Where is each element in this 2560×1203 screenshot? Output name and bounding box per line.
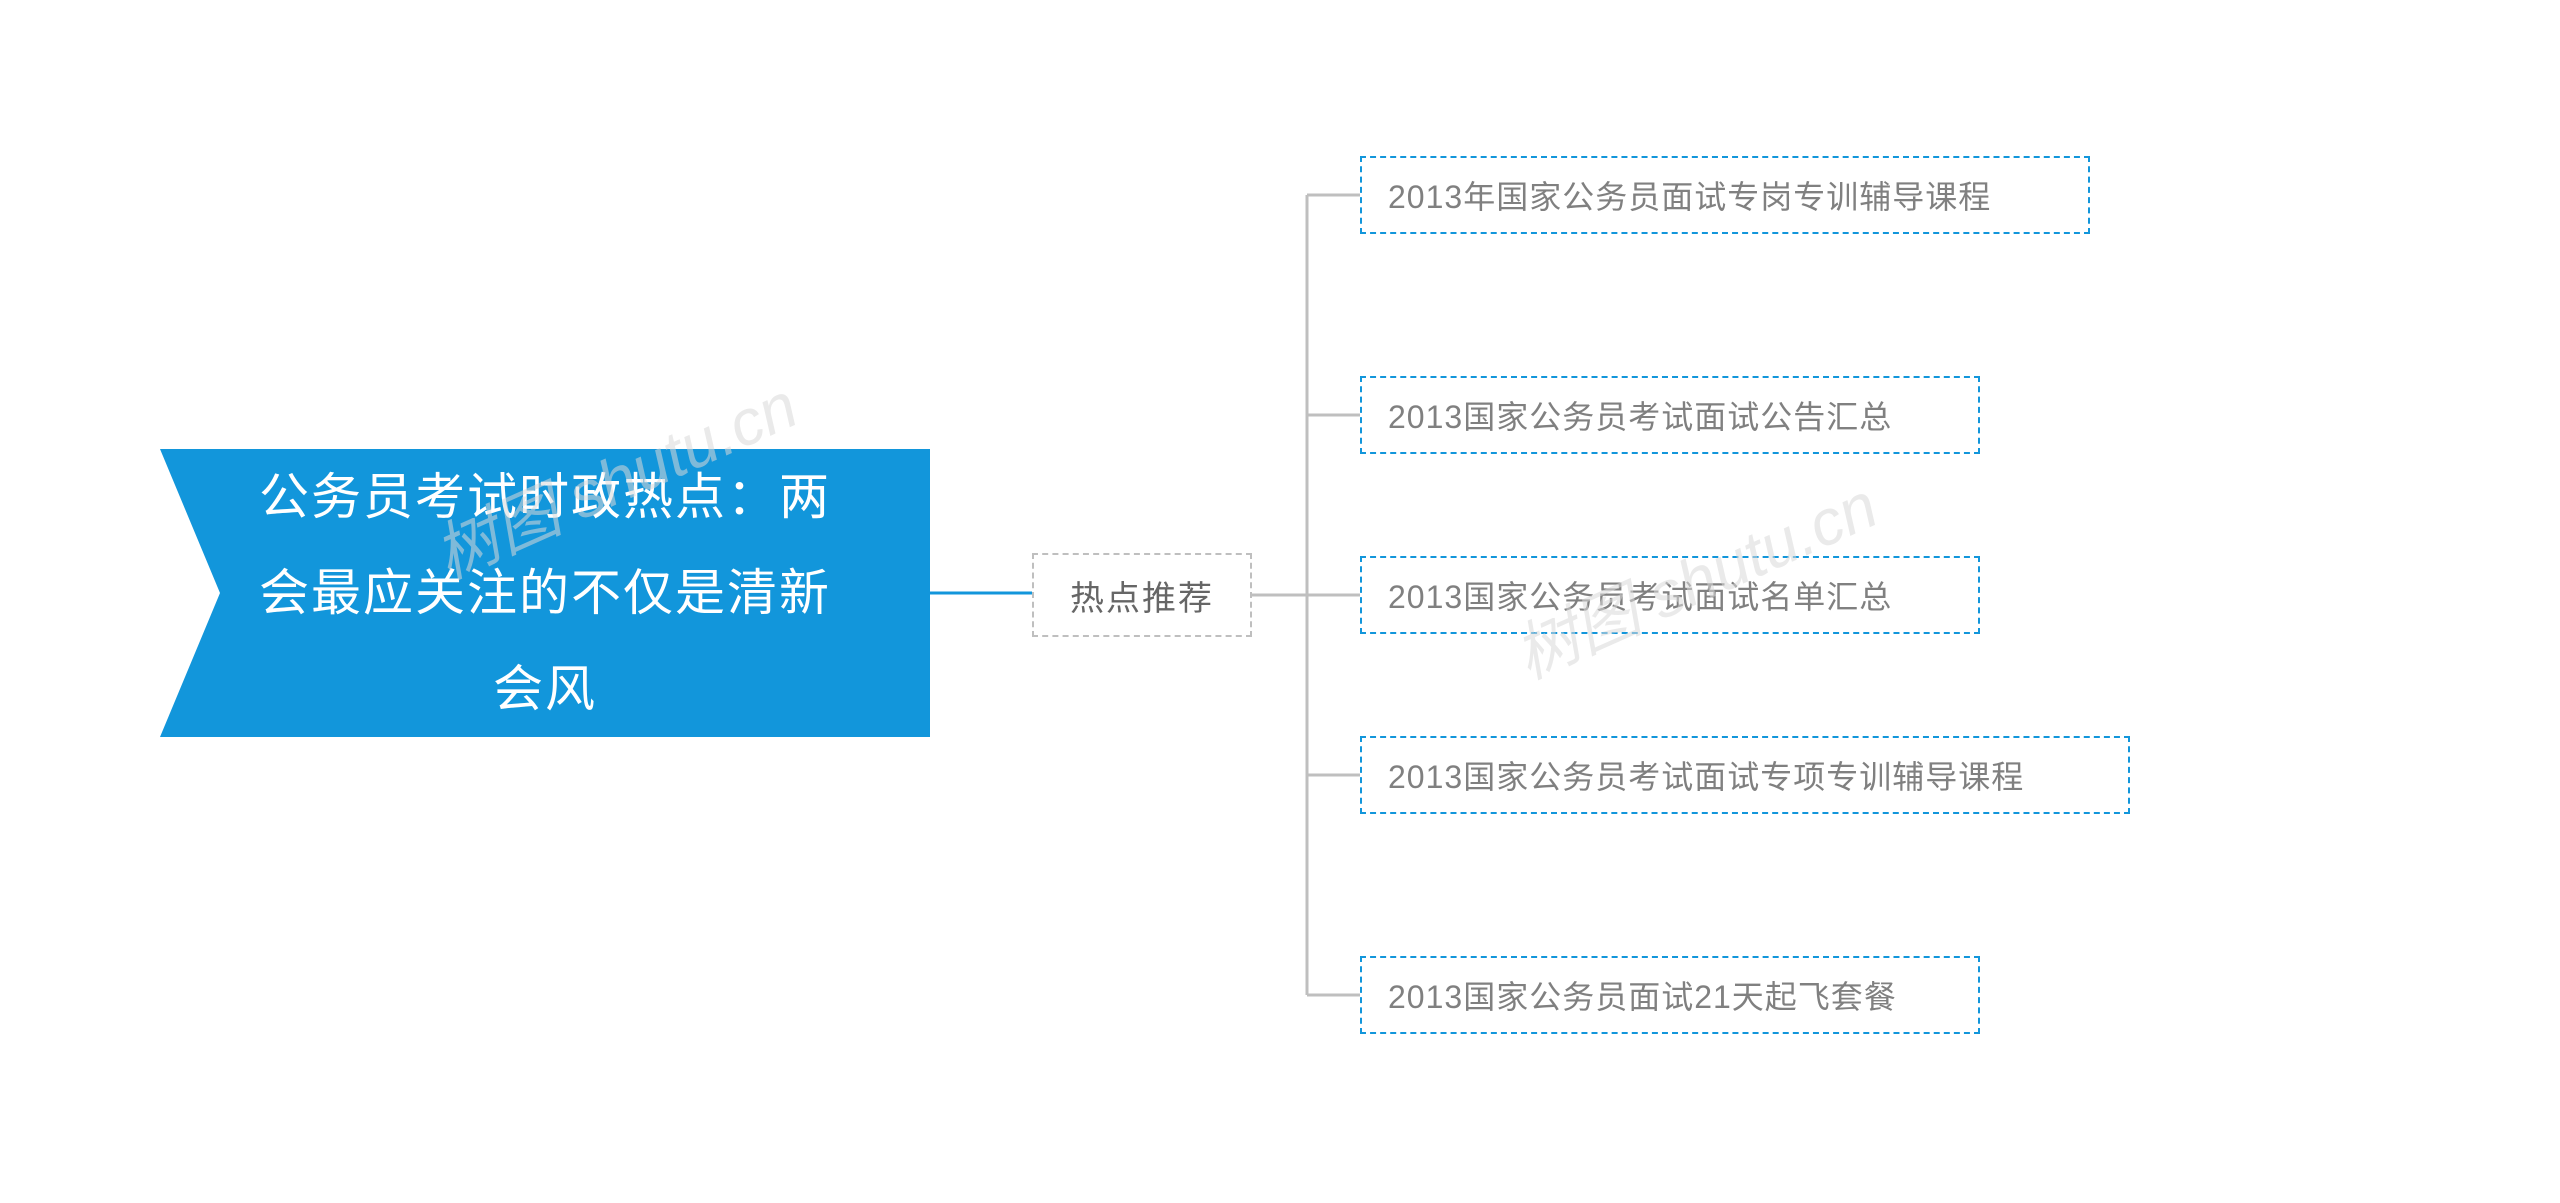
branch-node-text: 热点推荐 — [1070, 571, 1214, 620]
leaf-node-text: 2013国家公务员考试面试专项专训辅导课程 — [1388, 752, 2024, 798]
branch-node[interactable]: 热点推荐 — [1032, 553, 1252, 637]
leaf-node[interactable]: 2013国家公务员考试面试名单汇总 — [1360, 556, 1980, 634]
leaf-node[interactable]: 2013国家公务员考试面试专项专训辅导课程 — [1360, 736, 2130, 814]
leaf-node[interactable]: 2013年国家公务员面试专岗专训辅导课程 — [1360, 156, 2090, 234]
leaf-node-text: 2013国家公务员考试面试名单汇总 — [1388, 572, 1892, 618]
root-node-notch — [160, 449, 220, 737]
root-node[interactable]: 公务员考试时政热点：两会最应关注的不仅是清新会风 — [160, 449, 930, 737]
leaf-node-text: 2013年国家公务员面试专岗专训辅导课程 — [1388, 172, 1991, 218]
root-node-text: 公务员考试时政热点：两会最应关注的不仅是清新会风 — [259, 449, 831, 737]
leaf-node[interactable]: 2013国家公务员面试21天起飞套餐 — [1360, 956, 1980, 1034]
leaf-node[interactable]: 2013国家公务员考试面试公告汇总 — [1360, 376, 1980, 454]
leaf-node-text: 2013国家公务员面试21天起飞套餐 — [1388, 972, 1897, 1018]
leaf-node-text: 2013国家公务员考试面试公告汇总 — [1388, 392, 1892, 438]
mindmap-canvas: 公务员考试时政热点：两会最应关注的不仅是清新会风 热点推荐 2013年国家公务员… — [0, 0, 2560, 1203]
